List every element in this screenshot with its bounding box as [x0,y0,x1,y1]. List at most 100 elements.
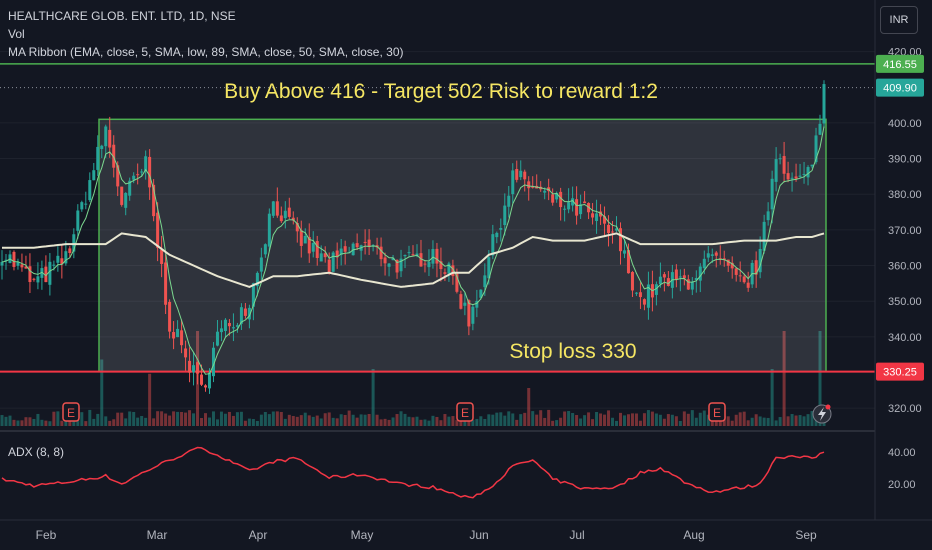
volume-bar [180,411,184,426]
volume-bar [690,410,694,426]
volume-bar [112,419,116,426]
volume-bar [790,414,794,426]
candle-body [204,385,208,388]
candle-body [403,254,407,257]
volume-bar [634,413,638,426]
candle-body [483,275,487,288]
volume-bar [467,417,471,426]
volume-bar [395,414,399,426]
candle-body [551,194,555,203]
alert-icon[interactable] [812,404,832,424]
candle-body [443,272,447,274]
volume-bar [279,411,283,426]
ma-ema-line [1,126,825,375]
candle-body [575,199,579,216]
earnings-marker-label: E [461,406,469,420]
time-tick-label: May [351,528,374,542]
candle-body [164,262,168,305]
ma-ribbon-label[interactable]: MA Ribbon (EMA, close, 5, SMA, low, 89, … [8,45,404,59]
volume-bar [571,413,575,426]
volume-bar [615,420,619,426]
candle-body [810,164,814,167]
candle-body [630,272,634,291]
volume-bar [427,420,431,426]
candle-body [507,195,511,207]
volume-bar [124,418,128,426]
candle-body [160,249,164,264]
candle-body [180,330,184,346]
volume-bar [818,331,822,426]
earnings-marker-box [456,402,474,422]
volume-bar [299,415,303,426]
candle-body [104,126,108,147]
volume-bar [678,420,682,426]
candle-body [72,234,76,252]
volume-bar [658,414,662,426]
candle-body [327,259,331,272]
candle-body [112,144,116,168]
price-label-breakout: 416.55 [883,59,917,71]
symbol-title[interactable]: HEALTHCARE GLOB. ENT. LTD, 1D, NSE [8,9,236,23]
volume-bar [670,414,674,426]
volume-bar [0,415,4,426]
volume-bar [363,414,367,426]
time-tick-label: Jun [469,528,488,542]
candle-body [399,258,403,272]
volume-bar [239,411,243,426]
candle-body [279,215,283,222]
volume-bar [531,411,535,426]
candle-body [239,307,243,324]
volume-bar [686,413,690,426]
candle-body [571,198,575,206]
candle-body [666,278,670,286]
candle-body [615,228,619,231]
candle-body [120,186,124,205]
volume-bar [140,416,144,426]
volume-bar [463,418,467,426]
volume-bar [215,419,219,426]
candle-body [283,210,287,219]
volume-label[interactable]: Vol [8,27,25,41]
volume-bar [579,418,583,426]
candle-body [24,266,28,269]
candle-body [419,253,423,267]
volume-bar [184,412,188,426]
volume-bar [547,409,551,426]
price-axis[interactable]: 420.00400.00390.00380.00370.00360.00350.… [888,47,922,416]
candle-body [100,145,104,150]
candle-body [595,213,599,221]
candle-body [738,275,742,277]
volume-bar [806,414,810,426]
candle-body [132,175,136,180]
volume-bar [475,418,479,426]
candle-body [311,242,315,252]
candle-body [231,327,235,329]
candle-body [479,289,483,298]
price-label-box [876,78,924,97]
candle-body [140,171,144,173]
candle-body [303,235,307,244]
candle-body [108,129,112,148]
candle-body [367,239,371,248]
price-tick-label: 380.00 [888,189,922,201]
time-tick-label: Jul [569,528,584,542]
candle-body [307,237,311,254]
volume-bar [399,411,403,426]
volume-bar [411,417,415,426]
candle-body [271,201,275,216]
earnings-marker-label: E [67,406,75,420]
volume-bar [694,417,698,426]
volume-bar [287,414,291,426]
candle-body [379,246,383,260]
volume-bar [750,417,754,426]
candle-body [363,241,367,243]
currency-button[interactable]: INR [880,6,918,34]
volume-bar [235,412,239,426]
candles [0,80,826,394]
adx-title: ADX (8, 8) [8,445,64,459]
volume-bar [343,414,347,426]
time-axis[interactable]: Feb Mar Apr May Jun Jul Aug Sep [36,528,817,542]
volume-bar [642,413,646,426]
